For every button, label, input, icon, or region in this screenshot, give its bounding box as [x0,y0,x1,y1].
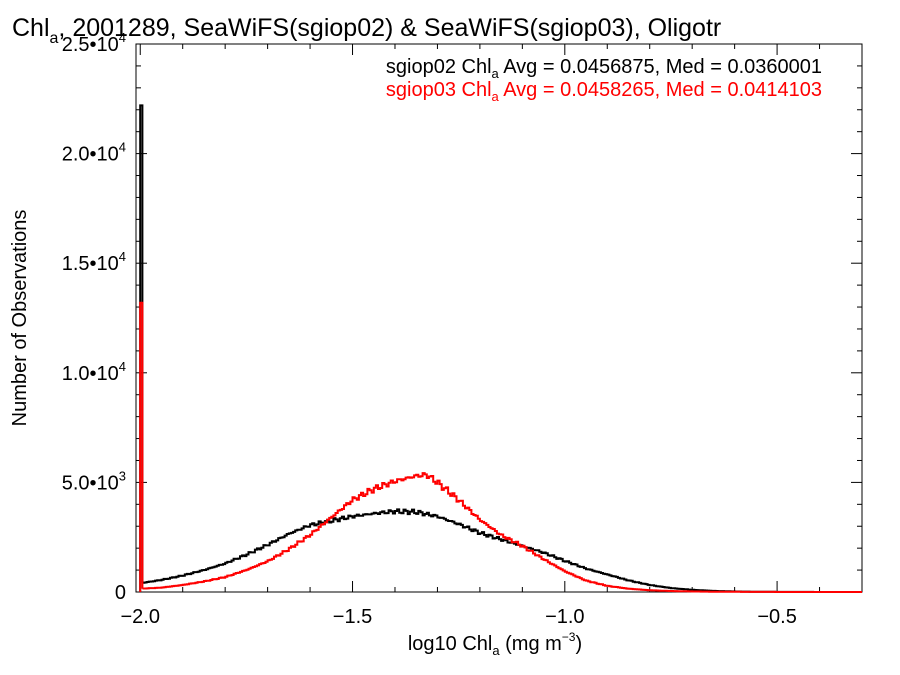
y-tick-label-2: 1.0•104 [62,359,126,385]
y-axis: 0 5.0•103 1.0•104 1.5•104 2.0•104 2.5•104 [62,30,862,604]
legend-entry-sgiop03: sgiop03 Chla Avg = 0.0458265, Med = 0.04… [386,79,822,104]
chart-title-subscript: a [50,30,59,47]
x-tick-label-2: −1.0 [545,606,584,628]
y-tick-label-3: 1.5•104 [62,249,126,275]
y-tick-label-4: 2.0•104 [62,140,126,166]
series-line-0 [139,104,862,593]
chart-title-prefix: Chl [12,14,50,42]
y-tick-label-0: 0 [115,582,126,604]
y-tick-label-5: 2.5•104 [62,30,126,56]
x-tick-label-0: −2.0 [121,606,160,628]
chart-title-rest: , 2001289, SeaWiFS(sgiop02) & SeaWiFS(sg… [58,14,721,42]
series-line-1 [139,301,862,593]
y-axis-label: Number of Observations [9,210,31,427]
plot-frame [135,43,863,593]
x-tick-label-1: −1.5 [333,606,372,628]
series-layer [139,104,862,593]
x-axis: −2.0 −1.5 −1.0 −0.5 [121,44,821,628]
x-tick-label-3: −0.5 [757,606,796,628]
x-axis-label: log10 Chla (mg m−3) [408,630,582,658]
legend-entry-sgiop02: sgiop02 Chla Avg = 0.0456875, Med = 0.03… [386,56,822,81]
y-tick-label-1: 5.0•103 [62,468,126,494]
chart-title: Chla, 2001289, SeaWiFS(sgiop02) & SeaWiF… [12,14,721,47]
legend: sgiop02 Chla Avg = 0.0456875, Med = 0.03… [386,56,822,104]
